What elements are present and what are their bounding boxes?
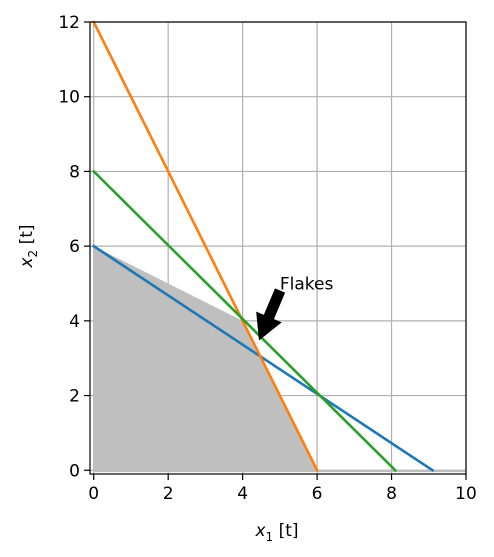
y-tick-label: 4: [69, 312, 80, 332]
annotation: Flakes: [256, 274, 334, 341]
y-tick-label: 6: [69, 237, 80, 257]
x-tick-label: 10: [455, 484, 477, 504]
y-tick-label: 10: [58, 88, 80, 108]
y-axis-label-var: x: [17, 257, 37, 269]
y-tick-label: 0: [69, 461, 80, 481]
y-tick-label: 8: [69, 162, 80, 182]
plot-frame: [89, 21, 467, 475]
feasible-region: [93, 246, 466, 473]
axis-ticks: 0 2 4 6 8 10 0 2 4 6 8 10 12: [58, 13, 476, 504]
axes-frame: [89, 21, 467, 475]
y-axis-label-unit: [t]: [17, 224, 37, 249]
annotation-label: Flakes: [280, 274, 334, 294]
series-line: [91, 169, 398, 473]
y-tick-label: 12: [58, 13, 80, 33]
x-tick-label: 0: [88, 484, 99, 504]
y-axis-label-sub: 2: [26, 250, 40, 258]
x-axis-label-sub: 1: [266, 530, 274, 544]
series-line: [91, 20, 319, 473]
x-tick-label: 4: [237, 484, 248, 504]
y-axis-label: x2 [t]: [17, 224, 40, 268]
x-tick-label: 6: [312, 484, 323, 504]
x-axis-label-var: x: [254, 521, 266, 541]
x-tick-label: 2: [163, 484, 174, 504]
annotation-arrow: [256, 288, 286, 341]
feasible-region-fill: [93, 246, 466, 473]
x-tick-label: 8: [386, 484, 397, 504]
y-tick-label: 2: [69, 387, 80, 407]
x-axis-label-unit: [t]: [273, 521, 298, 541]
x-axis-label: x1 [t]: [254, 521, 298, 544]
series-line: [91, 244, 435, 473]
series-lines: [91, 20, 435, 473]
